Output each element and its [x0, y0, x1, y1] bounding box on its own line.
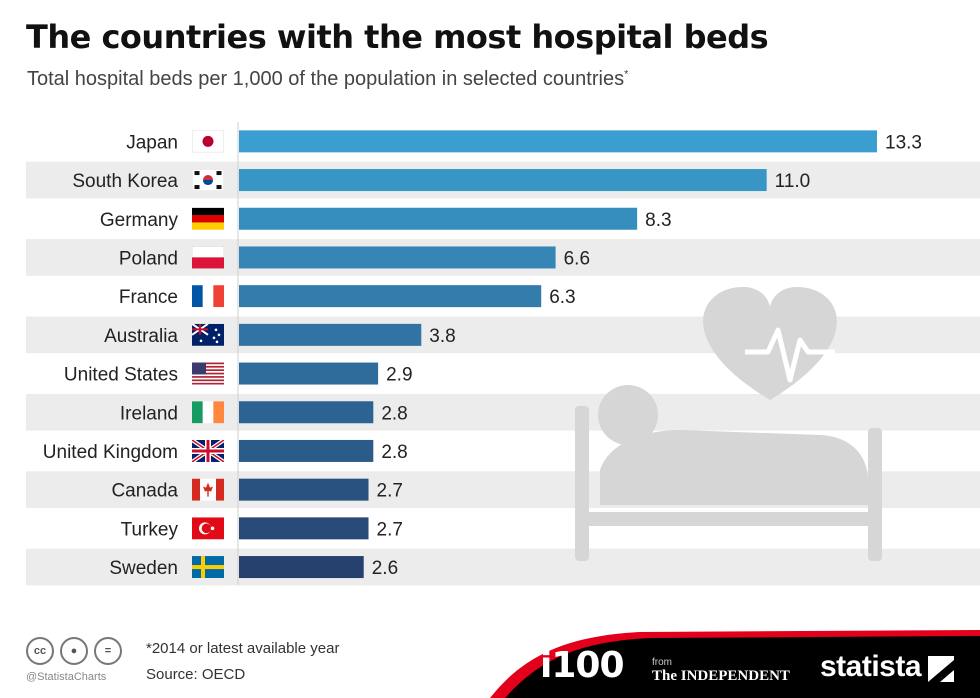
bar-canada — [239, 478, 369, 501]
category-label-poland: Poland — [119, 248, 178, 269]
bed-left-post — [575, 406, 589, 561]
category-label-united-states: United States — [64, 365, 178, 386]
value-label-united-states: 2.9 — [386, 365, 412, 386]
bar-united-states — [239, 362, 379, 385]
value-label-germany: 8.3 — [645, 210, 671, 231]
footnote: *2014 or latest available year — [146, 640, 340, 657]
equals-icon-glyph: = — [104, 645, 112, 657]
chart-subtitle: Total hospital beds per 1,000 of the pop… — [27, 68, 628, 91]
independent-logo: The INDEPENDENT — [652, 668, 790, 684]
flags — [192, 130, 224, 579]
i100-logo: i100 — [540, 645, 624, 686]
flag-canada-icon — [192, 478, 224, 501]
value-label-canada: 2.7 — [377, 481, 403, 502]
bar-turkey — [239, 517, 369, 540]
hospital-bed-illustration — [575, 286, 882, 561]
subtitle-footnote-mark: * — [624, 68, 629, 81]
equals-icon: = — [94, 637, 122, 665]
flag-poland-icon — [192, 246, 224, 269]
bar-poland — [239, 246, 556, 269]
source-note: Source: OECD — [146, 666, 246, 683]
bed-frame — [589, 512, 868, 526]
bar-united-kingdom — [239, 439, 374, 462]
subtitle-text: Total hospital beds per 1,000 of the pop… — [27, 68, 625, 90]
category-label-united-kingdom: United Kingdom — [43, 442, 178, 463]
cc-icon: cc — [26, 637, 54, 665]
value-label-ireland: 2.8 — [381, 403, 407, 424]
flag-united-kingdom-icon — [192, 439, 224, 462]
person-icon: ● — [60, 637, 88, 665]
category-label-france: France — [119, 287, 178, 308]
patient-body — [600, 430, 868, 505]
value-label-poland: 6.6 — [564, 248, 590, 269]
flag-japan-icon — [192, 130, 224, 153]
flag-ireland-icon — [192, 401, 224, 424]
category-label-canada: Canada — [111, 481, 178, 502]
category-label-south-korea: South Korea — [72, 171, 178, 192]
from-label: from — [652, 657, 672, 668]
patient-head — [598, 385, 658, 445]
bar-france — [239, 285, 542, 308]
bed-right-post — [868, 428, 882, 561]
value-label-south-korea: 11.0 — [775, 171, 811, 192]
i100-logo-text: i100 — [540, 645, 624, 686]
statista-logo: statista — [820, 650, 922, 683]
statista-mark-icon — [928, 656, 954, 682]
category-label-turkey: Turkey — [121, 519, 179, 540]
row-band-sweden — [26, 548, 980, 586]
bar-germany — [239, 207, 638, 230]
value-label-sweden: 2.6 — [372, 558, 398, 579]
heartbeat-line-icon — [745, 327, 835, 383]
bars: Japan 13.3 South Korea 11.0 Germany 8.3 Poland… — [43, 130, 922, 579]
flag-france-icon — [192, 285, 224, 308]
value-label-australia: 3.8 — [429, 326, 455, 347]
chart-title: The countries with the most hospital bed… — [26, 18, 769, 56]
row-band-ireland — [26, 393, 980, 431]
bar-australia — [239, 323, 422, 346]
flag-australia-icon — [192, 323, 224, 346]
bar-ireland — [239, 401, 374, 424]
flag-united-states-icon — [192, 362, 224, 385]
category-label-australia: Australia — [104, 326, 178, 347]
bar-sweden — [239, 556, 364, 579]
category-label-germany: Germany — [100, 210, 179, 231]
value-label-japan: 13.3 — [885, 132, 922, 153]
value-label-united-kingdom: 2.8 — [381, 442, 407, 463]
value-label-turkey: 2.7 — [377, 519, 403, 540]
category-label-japan: Japan — [126, 132, 178, 153]
category-label-sweden: Sweden — [109, 558, 178, 579]
bar-south-korea — [239, 169, 767, 192]
bar-japan — [239, 130, 877, 153]
flag-turkey-icon — [192, 517, 224, 540]
flag-germany-icon — [192, 207, 224, 230]
value-label-france: 6.3 — [549, 287, 575, 308]
person-icon-glyph: ● — [70, 645, 78, 657]
statista-handle: @StatistaCharts — [26, 671, 107, 683]
flag-south-korea-icon — [192, 169, 224, 192]
cc-icon-label: cc — [33, 645, 47, 657]
category-label-ireland: Ireland — [120, 403, 178, 424]
flag-sweden-icon — [192, 556, 224, 579]
